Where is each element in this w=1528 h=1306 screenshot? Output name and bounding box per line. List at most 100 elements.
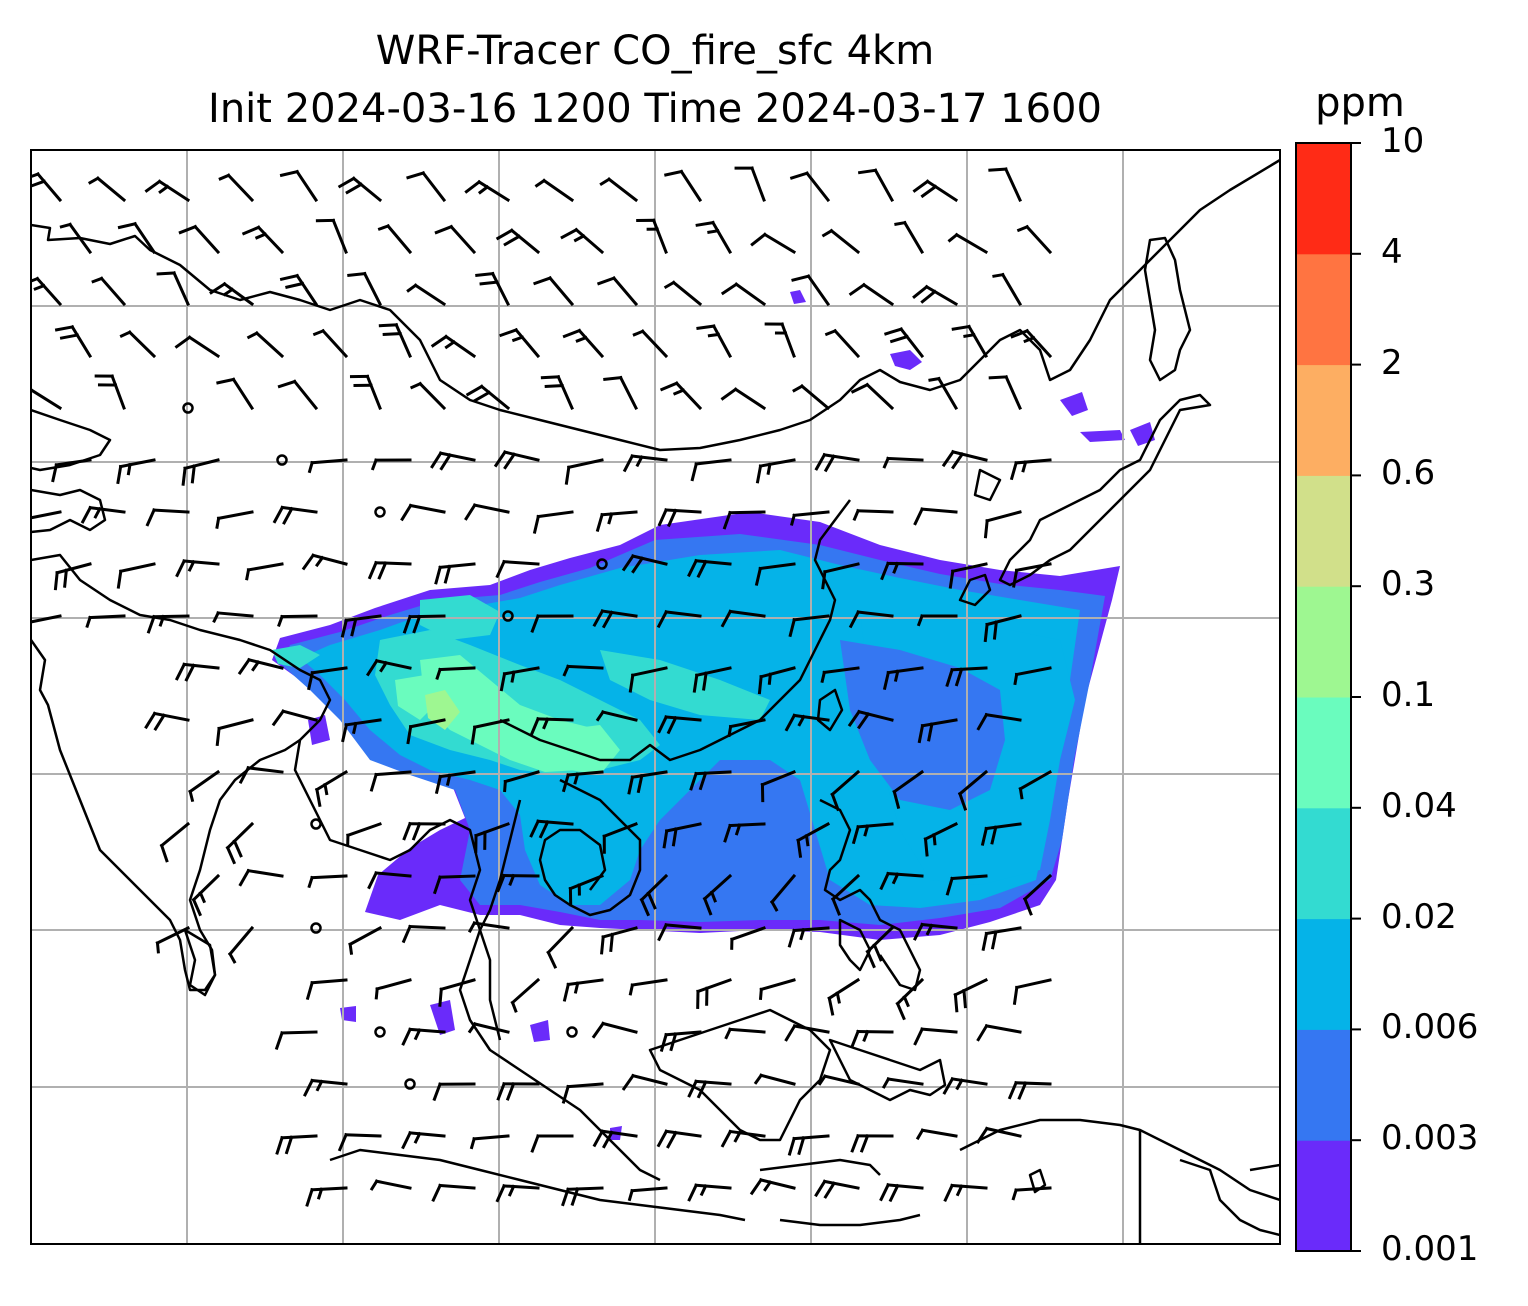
wind-barb-shaft (664, 1129, 702, 1138)
wind-barb-flag (754, 566, 763, 586)
tracer-spot-8 (790, 290, 806, 304)
wind-calm-circle (374, 1026, 386, 1038)
wind-barb-flag (963, 333, 976, 338)
wind-barb-shaft (920, 922, 958, 930)
wind-barb-shaft (829, 228, 861, 255)
wind-barb-flag (981, 931, 989, 951)
wind-barb-flag (323, 782, 329, 796)
wind-barb-shaft (664, 822, 702, 833)
wind-barb-shaft (110, 374, 126, 410)
wind-barb-flag (174, 335, 192, 349)
wind-barb-flag (145, 508, 157, 527)
wind-barb-shaft (606, 177, 639, 203)
wind-barb-shaft (631, 1073, 668, 1086)
wind-barb-flag (627, 1188, 634, 1202)
wind-barb-flag (116, 464, 123, 485)
wind-barb-flag (656, 1129, 669, 1148)
wind-barb-flag (237, 657, 252, 676)
wind-barb-flag (817, 1074, 827, 1086)
tracer-spot-1 (890, 350, 922, 370)
wind-barb-flag (592, 608, 605, 628)
wind-barb-flag (789, 513, 797, 526)
wind-barb-flag (1023, 335, 1036, 344)
wind-barb-flag (312, 328, 326, 337)
wind-barb-flag (116, 569, 123, 589)
wind-barb-flag (707, 229, 720, 235)
wind-barb-flag (666, 1130, 678, 1149)
wind-barb-flag (821, 570, 827, 590)
wind-barb-flag (187, 559, 196, 572)
wind-barb-shaft (374, 561, 412, 566)
wind-barb-shaft (188, 769, 221, 794)
wind-barb-flag (894, 220, 907, 226)
wind-barb-shaft (477, 179, 511, 203)
wind-barb-flag (87, 176, 100, 185)
wind-barb-flag (33, 283, 46, 291)
wind-barb-shaft (193, 224, 221, 255)
wind-barb-flag (912, 179, 930, 193)
wind-barb-flag (575, 335, 588, 343)
wind-barb-shaft (225, 821, 255, 850)
wind-barb-shaft (950, 874, 988, 881)
wind-barb-flag (667, 508, 678, 528)
wind-barb-shaft (99, 276, 127, 307)
wind-barb-flag (755, 464, 763, 484)
wind-barb-flag (814, 452, 827, 471)
wind-barb-flag (445, 773, 452, 786)
colorbar-segment (1296, 143, 1351, 255)
wind-barb-shaft (408, 1027, 446, 1034)
wind-barb-flag (24, 623, 27, 639)
wind-barb-flag (787, 1136, 796, 1156)
wind-barb-shaft (281, 709, 318, 722)
wind-barb-flag (85, 615, 92, 629)
wind-barb-flag (699, 1184, 708, 1197)
wind-barb-flag (25, 519, 26, 528)
wind-barb-flag (155, 941, 160, 954)
wind-barb-shaft (443, 334, 477, 359)
wind-barb-flag (431, 1183, 443, 1203)
wind-barb-flag (222, 287, 235, 297)
wind-barb-flag (529, 819, 541, 838)
wind-barb-flag (350, 617, 358, 637)
wind-calm-circle (276, 454, 288, 466)
wind-barb-flag (953, 993, 959, 1013)
wind-barb-shaft (1015, 978, 1052, 990)
wind-barb-shaft (566, 770, 604, 777)
wind-barb-shaft (639, 873, 669, 902)
wind-barb-flag (31, 172, 40, 179)
tracer-spot-7 (308, 715, 330, 745)
wind-barb-shaft (759, 1178, 796, 1190)
wind-barb-flag (595, 512, 604, 532)
wind-barb-flag (664, 169, 684, 177)
wind-barb-flag (695, 220, 715, 227)
wind-barb-flag (766, 462, 772, 475)
wind-barb-flag (917, 723, 925, 744)
wind-barb-flag (305, 980, 314, 1001)
wind-calm-circle (374, 506, 386, 518)
wind-barb-flag (925, 923, 934, 936)
wind-barb-flag (763, 1180, 773, 1192)
wind-barb-shaft (769, 873, 797, 905)
wind-barb-shaft (758, 458, 796, 468)
wind-barb-shaft (792, 1024, 830, 1034)
colorbar-segment (1296, 253, 1351, 366)
wind-barb-flag (859, 1133, 870, 1153)
wind-barb-shaft (254, 331, 285, 359)
wind-barb-shaft (155, 925, 191, 945)
wind-barb-flag (53, 571, 59, 591)
wind-barb-shaft (1014, 1186, 1052, 1192)
wind-barb-flag (609, 932, 615, 953)
wind-barb-flag (464, 503, 477, 521)
wind-barb-flag (464, 179, 482, 194)
wind-barb-flag (218, 173, 231, 181)
wind-barb-shaft (152, 508, 190, 514)
wind-barb-flag (596, 276, 616, 286)
wind-barb-flag (975, 1126, 989, 1145)
wind-barb-flag (31, 276, 40, 283)
wind-barb-shaft (310, 666, 348, 675)
wind-barb-flag (591, 1021, 606, 1039)
wind-barb-flag (628, 673, 635, 693)
wind-barb-shaft (920, 1128, 958, 1138)
wind-barb-flag (622, 453, 635, 473)
wind-barb-flag (228, 951, 237, 964)
